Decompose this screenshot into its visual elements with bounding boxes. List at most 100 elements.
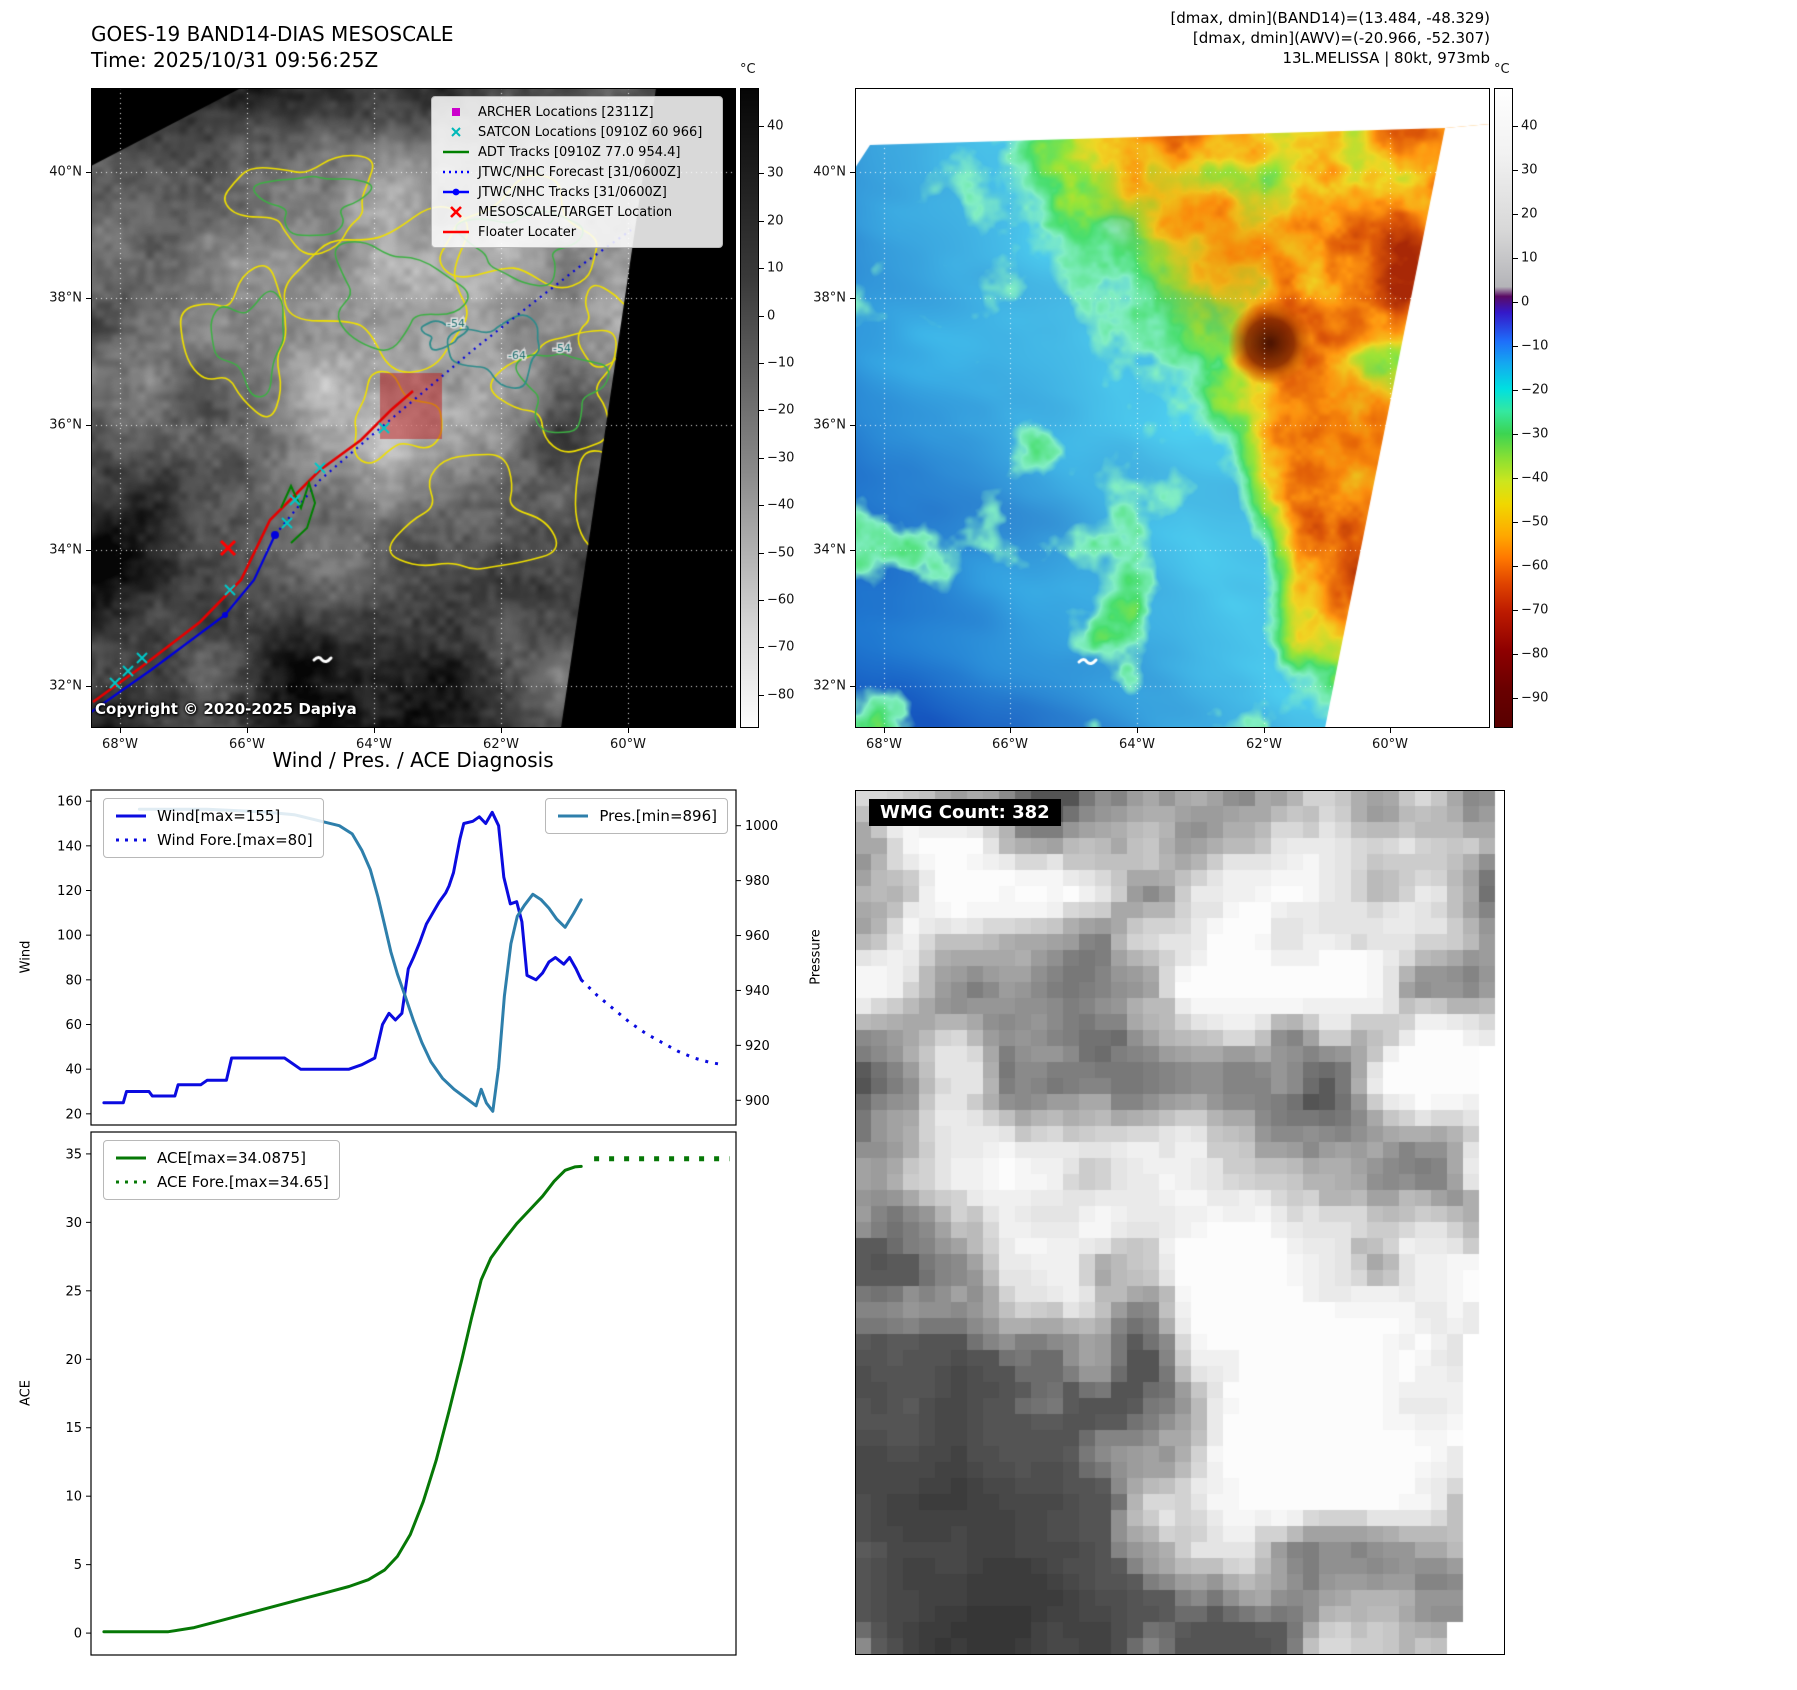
map-legend-item: SATCON Locations [0910Z 60 966] xyxy=(441,122,713,142)
lat-tick-label: 32°N xyxy=(49,678,82,694)
svg-text:5: 5 xyxy=(74,1558,82,1573)
colorbar-tick-mark xyxy=(1513,126,1518,128)
lat-tick-mark xyxy=(850,550,855,551)
series-wind xyxy=(102,810,583,1105)
series-wind-forecast xyxy=(580,978,724,1067)
map-legend-item: Floater Locater xyxy=(441,222,713,242)
lon-tick-label: 60°W xyxy=(610,737,646,752)
band14-panel-time: Time: 2025/10/31 09:56:25Z xyxy=(91,48,379,72)
colorbar-tick-mark xyxy=(1513,477,1518,479)
band14-colorbar xyxy=(740,88,759,728)
dmax-dmin-awv-text: [dmax, dmin](AWV)=(-20.966, -52.307) xyxy=(1192,29,1490,47)
awv-color-satellite-map xyxy=(855,88,1490,728)
pressure-legend: Pres.[min=896] xyxy=(545,798,728,834)
band14-map-legend: ARCHER Locations [2311Z] SATCON Locations… xyxy=(431,96,723,248)
lon-tick-mark xyxy=(501,728,502,733)
colorbar-tick-label: −80 xyxy=(1521,646,1549,662)
svg-text:160: 160 xyxy=(57,795,82,810)
colorbar-tick-mark xyxy=(1513,170,1518,172)
colorbar-tick-label: −50 xyxy=(767,545,795,561)
svg-text:920: 920 xyxy=(745,1039,770,1054)
lon-tick-mark xyxy=(374,728,375,733)
lon-tick-mark xyxy=(1137,728,1138,733)
square-marker-icon xyxy=(441,105,471,119)
lat-tick-label: 36°N xyxy=(813,417,846,433)
band14-panel-title: GOES-19 BAND14-DIAS MESOSCALE xyxy=(91,22,454,46)
svg-text:100: 100 xyxy=(57,929,82,944)
svg-text:120: 120 xyxy=(57,884,82,899)
colorbar-tick-mark xyxy=(1513,433,1518,435)
svg-text:940: 940 xyxy=(745,984,770,999)
dotted-line-swatch xyxy=(114,833,148,847)
colorbar-tick-label: 10 xyxy=(767,260,784,276)
line-marker-icon xyxy=(441,225,471,239)
lat-tick-label: 40°N xyxy=(49,164,82,180)
chart-legend-item: Wind Fore.[max=80] xyxy=(114,828,313,852)
map-legend-label: JTWC/NHC Tracks [31/0600Z] xyxy=(478,184,667,200)
series-pressure xyxy=(137,807,583,1113)
lat-tick-label: 38°N xyxy=(49,290,82,306)
colorbar-tick-label: −10 xyxy=(767,355,795,371)
svg-text:60: 60 xyxy=(65,1018,82,1033)
lat-tick-mark xyxy=(86,298,91,299)
storm-info-block: [dmax, dmin](BAND14)=(13.484, -48.329) [… xyxy=(1170,8,1490,68)
chart-legend-item: ACE Fore.[max=34.65] xyxy=(114,1170,329,1194)
lon-tick-label: 66°W xyxy=(229,737,265,752)
colorbar-tick-mark xyxy=(1513,697,1518,699)
lon-tick-label: 68°W xyxy=(102,737,138,752)
lat-tick-mark xyxy=(850,298,855,299)
map-legend-item: ARCHER Locations [2311Z] xyxy=(441,102,713,122)
ace-chart-svg: 0 5 10 15 20 25 30 35 xyxy=(65,1131,737,1656)
wind-axis-label: Wind xyxy=(18,940,34,974)
colorbar-tick-label: −10 xyxy=(1521,338,1549,354)
dotted-line-swatch xyxy=(114,1175,148,1189)
colorbar-tick-label: −60 xyxy=(1521,558,1549,574)
colorbar-tick-mark xyxy=(759,505,764,507)
chart-legend-item: Wind[max=155] xyxy=(114,804,313,828)
colorbar-tick-label: −20 xyxy=(1521,382,1549,398)
lat-tick-label: 34°N xyxy=(813,542,846,558)
map-legend-item: JTWC/NHC Tracks [31/0600Z] xyxy=(441,182,713,202)
chart-legend-item: Pres.[min=896] xyxy=(556,804,717,828)
lon-tick-mark xyxy=(628,728,629,733)
line-swatch xyxy=(114,1151,148,1165)
colorbar-tick-label: −40 xyxy=(1521,470,1549,486)
line-dot-marker-icon xyxy=(441,185,471,199)
chart-legend-label: Wind[max=155] xyxy=(157,807,281,825)
colorbar-tick-label: 30 xyxy=(1521,162,1538,178)
dmax-dmin-band14-text: [dmax, dmin](BAND14)=(13.484, -48.329) xyxy=(1170,9,1490,27)
ace-axis-label: ACE xyxy=(18,1380,34,1406)
colorbar-tick-label: −80 xyxy=(767,687,795,703)
band14-colorbar-unit: °C xyxy=(740,62,756,77)
colorbar-tick-mark xyxy=(759,694,764,696)
colorbar-tick-label: −20 xyxy=(767,402,795,418)
map-legend-label: ARCHER Locations [2311Z] xyxy=(478,104,654,120)
pressure-axis-label: Pressure xyxy=(808,929,824,985)
colorbar-tick-label: −70 xyxy=(767,639,795,655)
lat-tick-label: 40°N xyxy=(813,164,846,180)
lat-tick-label: 36°N xyxy=(49,417,82,433)
chart-legend-label: Wind Fore.[max=80] xyxy=(157,831,313,849)
colorbar-tick-label: 20 xyxy=(767,213,784,229)
lon-tick-mark xyxy=(120,728,121,733)
wmg-count-badge: WMG Count: 382 xyxy=(869,799,1061,826)
svg-text:140: 140 xyxy=(57,839,82,854)
svg-text:1000: 1000 xyxy=(745,819,778,834)
map-legend-label: Floater Locater xyxy=(478,224,577,240)
colorbar-tick-mark xyxy=(759,410,764,412)
awv-colorbar xyxy=(1494,88,1513,728)
lon-tick-label: 60°W xyxy=(1372,737,1408,752)
X-marker-icon xyxy=(441,205,471,219)
colorbar-tick-mark xyxy=(1513,258,1518,260)
lat-tick-mark xyxy=(86,686,91,687)
colorbar-tick-label: −50 xyxy=(1521,514,1549,530)
lon-tick-mark xyxy=(884,728,885,733)
lon-tick-label: 64°W xyxy=(356,737,392,752)
lat-tick-label: 38°N xyxy=(813,290,846,306)
svg-text:10: 10 xyxy=(65,1490,82,1505)
map-legend-item: JTWC/NHC Forecast [31/0600Z] xyxy=(441,162,713,182)
colorbar-tick-mark xyxy=(759,315,764,317)
colorbar-tick-mark xyxy=(1513,302,1518,304)
lat-tick-mark xyxy=(850,425,855,426)
map-legend-label: SATCON Locations [0910Z 60 966] xyxy=(478,124,703,140)
